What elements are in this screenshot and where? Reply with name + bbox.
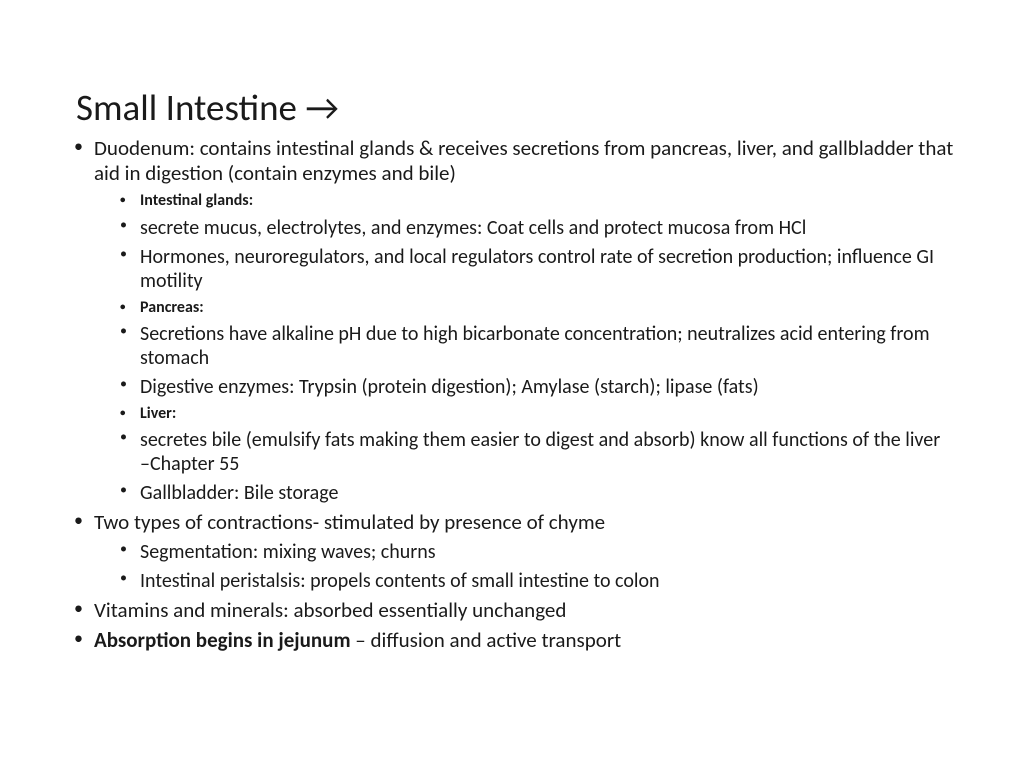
text-contractions: Two types of contractions- stimulated by… [94, 509, 605, 535]
bullet-gallbladder: Gallbladder: Bile storage [94, 481, 954, 505]
bullet-hormones: Hormones, neuroregulators, and local reg… [94, 245, 954, 293]
bullet-secrete-mucus: secrete mucus, electrolytes, and enzymes… [94, 216, 954, 240]
text-intestinal-glands-bold: Intestinal glands [140, 191, 249, 210]
bullet-intestinal-glands-label: Intestinal glands: [94, 191, 954, 210]
main-list: Duodenum: contains intestinal glands & r… [70, 136, 954, 654]
bullet-absorption: Absorption begins in jejunum – diffusion… [70, 628, 954, 653]
bullet-secretes-bile: secretes bile (emulsify fats making them… [94, 428, 954, 476]
bullet-contractions: Two types of contractions- stimulated by… [70, 510, 954, 593]
sublist-contractions: Segmentation: mixing waves; churns Intes… [94, 540, 954, 593]
slide-title: Small Intestine → [76, 85, 954, 130]
sublist-duodenum: Intestinal glands: secrete mucus, electr… [94, 191, 954, 505]
bullet-peristalsis: Intestinal peristalsis: propels contents… [94, 569, 954, 593]
text-absorption-rest: – diffusion and active transport [355, 627, 621, 653]
text-duodenum: Duodenum: contains intestinal glands & r… [94, 135, 953, 186]
bullet-duodenum: Duodenum: contains intestinal glands & r… [70, 136, 954, 505]
bullet-vitamins: Vitamins and minerals: absorbed essentia… [70, 598, 954, 623]
text-absorption-bold: Absorption begins in jejunum [94, 627, 355, 653]
text-intestinal-glands-colon: : [249, 191, 253, 210]
bullet-pancreas-label: Pancreas: [94, 298, 954, 317]
bullet-liver-label: Liver: [94, 404, 954, 423]
bullet-segmentation: Segmentation: mixing waves; churns [94, 540, 954, 564]
bullet-digestive-enzymes: Digestive enzymes: Trypsin (protein dige… [94, 375, 954, 399]
bullet-secretions-alkaline: Secretions have alkaline pH due to high … [94, 322, 954, 370]
